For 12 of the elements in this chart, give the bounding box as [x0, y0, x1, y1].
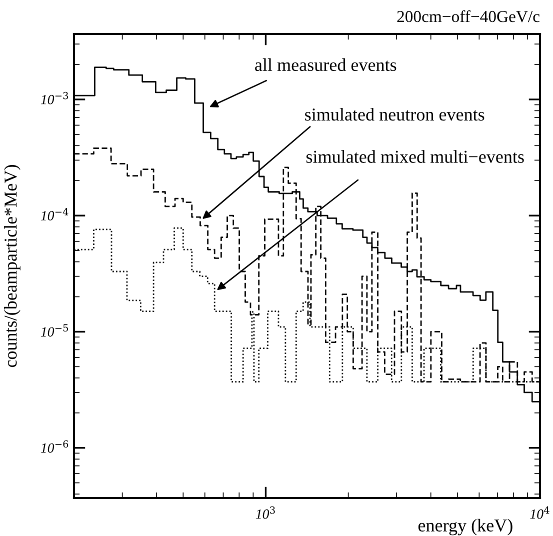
- x-tick-label: 10$^{3}$: [256, 506, 275, 519]
- y-tick-label: 10$^{−4}$: [40, 208, 68, 220]
- y-tick-label: 10$^{−3}$: [40, 92, 68, 104]
- chart-title: 200cm−off−40GeV/c: [397, 10, 540, 22]
- y-tick-label: 10$^{−5}$: [40, 324, 68, 337]
- y-tick-label: 10$^{−6}$: [40, 440, 68, 453]
- annotation: all measured events: [255, 58, 396, 71]
- annotation: simulated mixed multi−events: [306, 150, 524, 163]
- x-axis-title: energy (keV): [418, 518, 512, 536]
- y-axis-title: counts/(beamparticle*MeV): [4, 165, 20, 368]
- annotation: simulated neutron events: [305, 108, 484, 121]
- x-tick-label: 10$^{4}$: [530, 506, 550, 519]
